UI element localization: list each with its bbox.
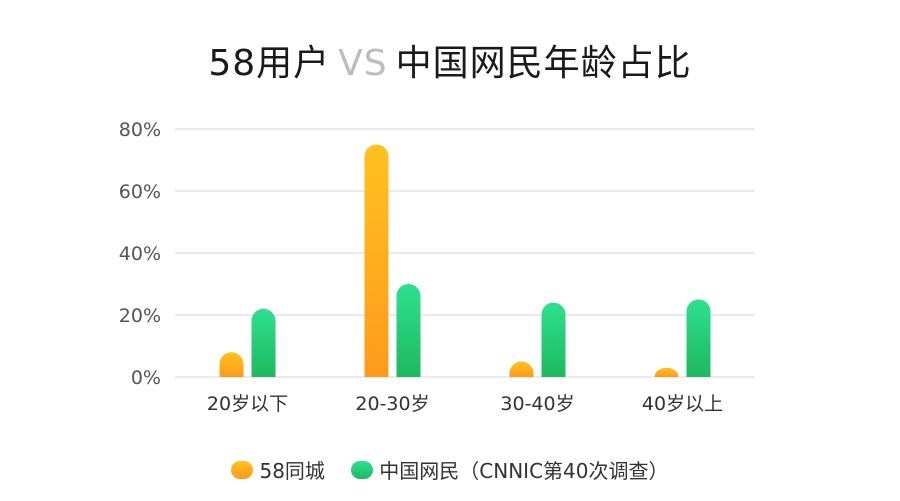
bar-cnnic [396,284,421,377]
y-tick-label: 40% [119,243,161,265]
bar-cnnic [541,302,566,377]
title-left: 58用户 [208,43,331,84]
legend-label-58: 58同城 [259,459,325,483]
x-category-label: 30-40岁 [500,393,574,415]
title-vs: VS [338,43,388,84]
x-category-label: 20-30岁 [355,393,429,415]
legend-swatch-orange [231,460,254,479]
bar-58 [364,144,389,377]
x-category-label: 20岁以下 [207,393,288,415]
title-right: 中国网民年龄占比 [395,43,692,84]
bar-cnnic [251,308,276,377]
legend-label-cnnic: 中国网民（CNNIC第40次调查） [379,459,669,483]
y-tick-label: 0% [131,367,161,389]
legend-swatch-green [351,460,374,479]
chart-title: 58用户 VS 中国网民年龄占比 [0,34,900,86]
legend: 58同城 中国网民（CNNIC第40次调查） [0,455,900,484]
legend-item-58: 58同城 [231,455,325,484]
legend-item-cnnic: 中国网民（CNNIC第40次调查） [351,455,669,484]
bar-layer [219,144,711,377]
label-layer: 0% 20% 40% 60% 80% 20岁以下 20-30岁 30-40岁 40岁以上 [119,119,723,415]
bar-58 [654,367,679,377]
bar-58 [219,352,244,377]
bar-cnnic [686,299,711,377]
bar-58 [509,361,534,377]
y-tick-label: 60% [119,181,161,203]
y-tick-label: 80% [119,119,161,141]
x-category-label: 40岁以上 [642,393,723,415]
y-tick-label: 20% [119,305,161,327]
